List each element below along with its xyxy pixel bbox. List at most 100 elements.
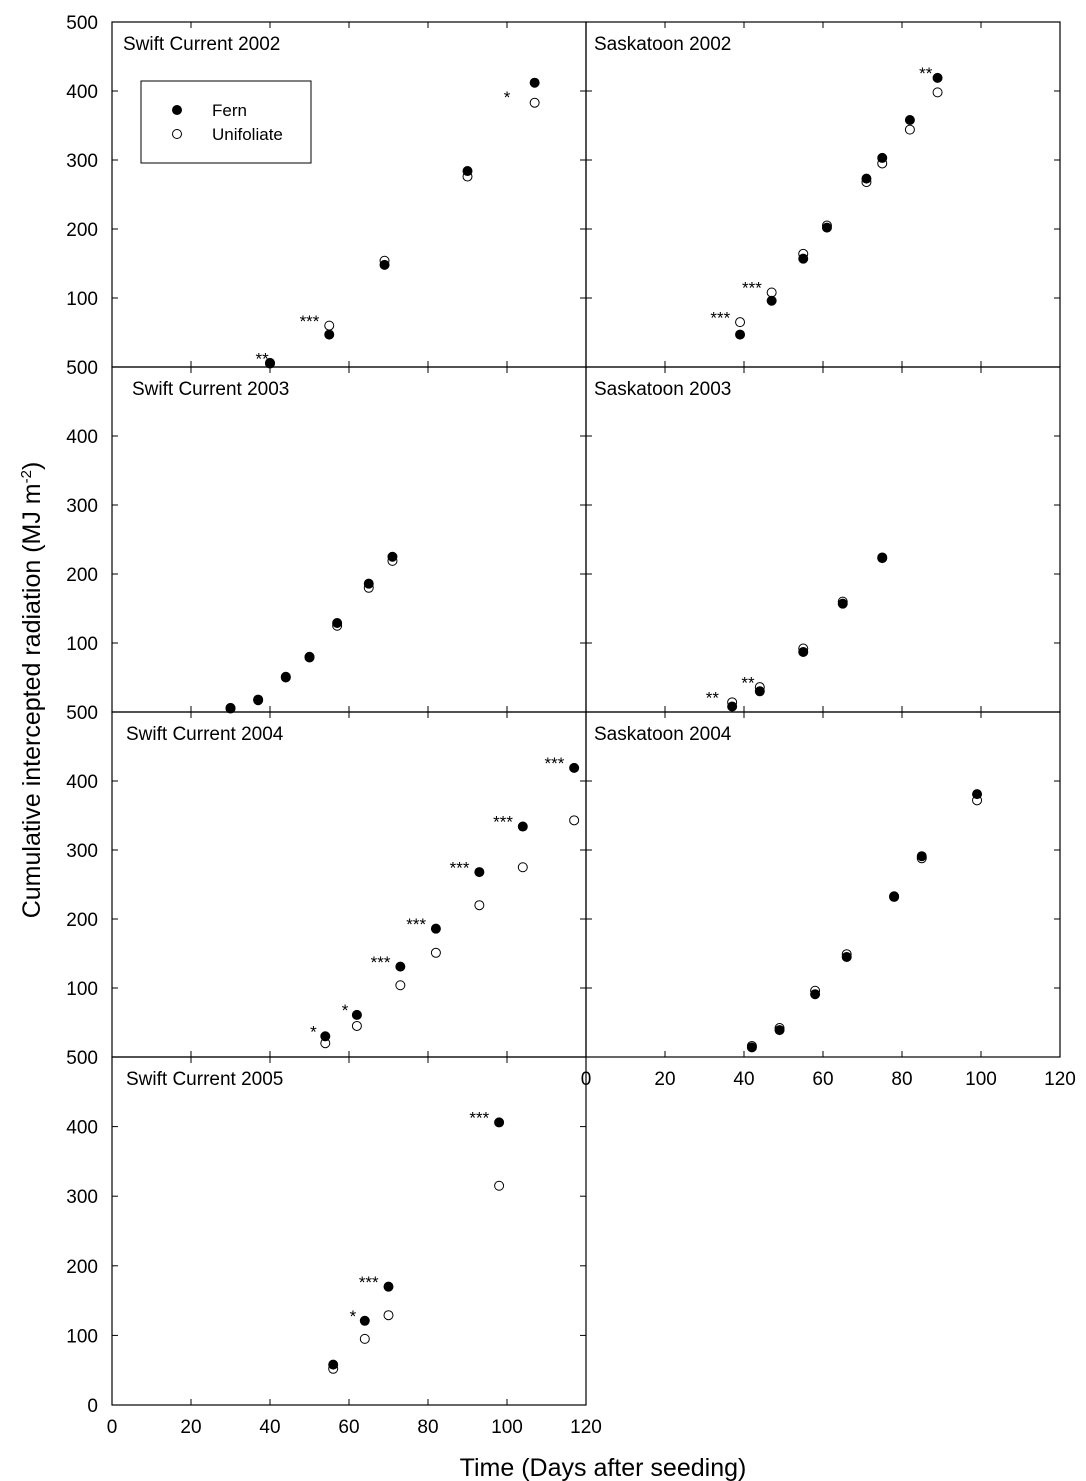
unifoliate-point (517, 862, 528, 873)
fern-point (972, 789, 983, 800)
fern-point (430, 923, 441, 934)
y-tick-label: 300 (66, 151, 98, 172)
panel-3: 100 200 300 400 500 Swift Current 2003 (66, 358, 587, 714)
fern-point (383, 1281, 394, 1292)
y-tick-label: 500 (66, 703, 98, 724)
panel-title: Swift Current 2004 (126, 724, 284, 745)
fern-point (746, 1042, 757, 1053)
x-tick-label: 0 (107, 1417, 118, 1438)
unifoliate-point (569, 815, 580, 826)
y-axis-title-close: ) (18, 462, 46, 470)
significance-label: *** (544, 754, 564, 773)
significance-label: *** (493, 813, 513, 832)
fern-point (569, 762, 580, 773)
fern-point (861, 173, 872, 184)
x-tick-label: 80 (417, 1417, 438, 1438)
fern-point (821, 222, 832, 233)
unifoliate-point (529, 97, 540, 108)
unifoliate-point (735, 317, 746, 328)
panel-title: Swift Current 2003 (132, 379, 289, 400)
x-tick-label: 100 (965, 1069, 997, 1090)
y-tick-label: 300 (66, 1187, 98, 1208)
significance-label: * (504, 88, 511, 107)
fern-point (320, 1031, 331, 1042)
fern-point (462, 166, 473, 177)
legend-fern-marker (172, 105, 182, 115)
y-tick-label: 300 (66, 841, 98, 862)
significance-label: * (342, 1001, 349, 1020)
fern-point (932, 72, 943, 83)
legend-fern-label: Fern (212, 101, 247, 120)
fern-point (889, 891, 900, 902)
unifoliate-point (383, 1310, 394, 1321)
fern-point (837, 598, 848, 609)
fern-point (517, 821, 528, 832)
fern-point (395, 961, 406, 972)
y-axis-title-main: Cumulative intercepted radiation (MJ m (18, 483, 46, 918)
unifoliate-point (932, 87, 943, 98)
unifoliate-point (904, 124, 915, 135)
significance-label: *** (300, 312, 320, 331)
y-axis-title: Cumulative intercepted radiation (MJ m-2… (18, 462, 46, 919)
y-tick-label: 100 (66, 1326, 98, 1347)
panel-frame (585, 711, 1061, 1058)
x-tick-label: 20 (180, 1417, 201, 1438)
x-axis-title: Time (Days after seeding) (460, 1454, 747, 1481)
fern-point (841, 951, 852, 962)
fern-point (529, 77, 540, 88)
significance-label: *** (469, 1109, 489, 1128)
fern-point (904, 114, 915, 125)
fern-point (387, 551, 398, 562)
fern-point (810, 989, 821, 1000)
y-tick-label: 200 (66, 565, 98, 586)
y-tick-label: 300 (66, 496, 98, 517)
y-tick-label: 500 (66, 13, 98, 34)
x-tick-label: 80 (891, 1069, 912, 1090)
y-tick-label: 500 (66, 358, 98, 379)
panel-title: Swift Current 2005 (126, 1069, 283, 1090)
x-tick-label: 120 (570, 1417, 602, 1438)
fern-point (328, 1359, 339, 1370)
significance-label: ** (706, 689, 720, 708)
fern-point (877, 152, 888, 163)
legend-unifoliate-marker (172, 129, 182, 139)
y-tick-label: 400 (66, 772, 98, 793)
fern-point (280, 672, 291, 683)
y-tick-label: 400 (66, 82, 98, 103)
significance-label: *** (742, 279, 762, 298)
fern-point (916, 851, 927, 862)
panel-title: Saskatoon 2003 (594, 379, 731, 400)
significance-label: *** (371, 953, 391, 972)
x-tick-label: 40 (259, 1417, 280, 1438)
significance-label: *** (359, 1273, 379, 1292)
y-tick-label: 100 (66, 634, 98, 655)
legend-box (140, 80, 312, 164)
fern-point (324, 329, 335, 340)
significance-label: *** (406, 915, 426, 934)
legend-unifoliate-label: Unifoliate (212, 125, 283, 144)
y-tick-label: 400 (66, 427, 98, 448)
fern-point (304, 652, 315, 663)
unifoliate-point (351, 1020, 362, 1031)
x-tick-label: 20 (654, 1069, 675, 1090)
fern-point (359, 1315, 370, 1326)
y-tick-label: 200 (66, 1257, 98, 1278)
x-tick-label: 60 (812, 1069, 833, 1090)
panel-frame (111, 1056, 587, 1406)
panel-frame (111, 366, 587, 713)
fern-point (494, 1117, 505, 1128)
fern-point (877, 552, 888, 563)
panel-frame (111, 711, 587, 1058)
unifoliate-point (474, 900, 485, 911)
fern-point (363, 578, 374, 589)
panel-7: 0 100 200 300 400 500 0 20 40 60 80 100 120 Swift Cur… (66, 1048, 602, 1438)
panel-frame (585, 366, 1061, 713)
significance-label: * (310, 1022, 317, 1041)
panel-title: Saskatoon 2004 (594, 724, 732, 745)
unifoliate-point (359, 1333, 370, 1344)
fern-point (774, 1025, 785, 1036)
significance-label: * (350, 1307, 357, 1326)
unifoliate-point (395, 980, 406, 991)
